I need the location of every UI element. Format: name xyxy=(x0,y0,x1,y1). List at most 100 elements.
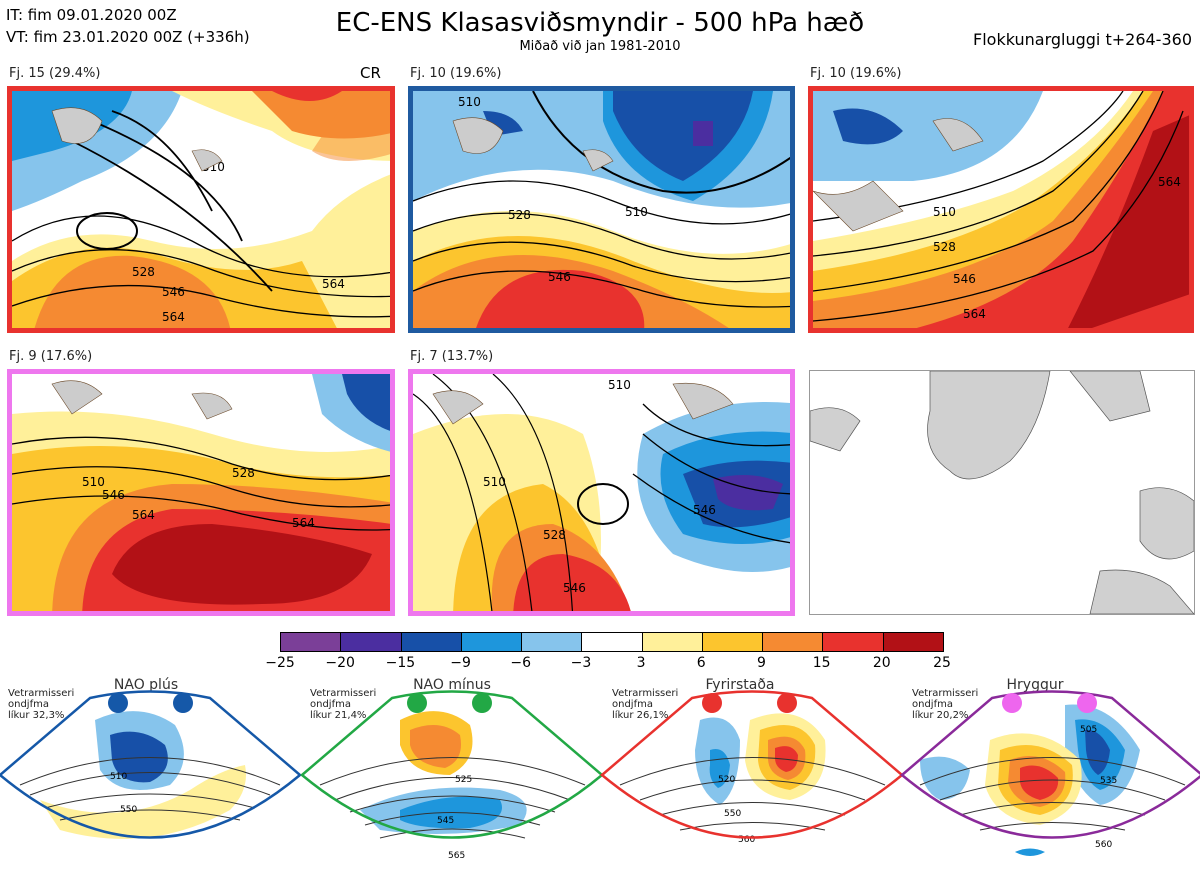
colorbar-segment xyxy=(340,633,401,651)
colorbar-segment xyxy=(701,633,763,651)
cluster-map-4: 510 546 528 564 564 xyxy=(7,369,395,616)
colorbar-tick-label: 20 xyxy=(872,655,891,671)
colorbar-segment xyxy=(762,633,823,651)
contour-label: 528 xyxy=(543,528,566,542)
colorbar-segment xyxy=(521,633,582,651)
contour-label: 505 xyxy=(1080,725,1097,735)
contour-label: 564 xyxy=(132,508,155,522)
valid-time: VT: fim 23.01.2020 00Z (+336h) xyxy=(6,28,250,46)
contour-label: 546 xyxy=(102,488,125,502)
cluster-label-4: Fj. 9 (17.6%) xyxy=(9,349,93,364)
regime-marker xyxy=(108,693,128,713)
contour-label: 565 xyxy=(448,851,465,861)
regime-marker xyxy=(777,693,797,713)
regime-marker xyxy=(702,693,722,713)
cluster-label-5: Fj. 7 (13.7%) xyxy=(410,349,494,364)
contour-label: 528 xyxy=(508,208,531,222)
colorbar-tick-label: −20 xyxy=(325,655,355,671)
contour-label: 564 xyxy=(1158,175,1181,189)
colorbar-tick-label: −6 xyxy=(510,655,532,671)
regime-map-2: 525 545 565 xyxy=(300,690,604,861)
regime-stats-4: Vetrarmisseri ondjfma líkur 20,2% xyxy=(912,688,978,721)
contour-label: 510 xyxy=(625,205,648,219)
regime-name-1: NAO plús xyxy=(113,677,179,693)
page-title: EC-ENS Klasasviðsmyndir - 500 hPa hæð xyxy=(335,8,865,38)
colorbar-tick-label: −25 xyxy=(265,655,295,671)
colorbar-segment xyxy=(400,633,461,651)
contour-label: 564 xyxy=(322,277,345,291)
colorbar-tick-label: −9 xyxy=(450,655,471,671)
base-map xyxy=(809,370,1195,615)
regime-stat: líkur 20,2% xyxy=(912,710,969,721)
cluster-window: Flokkunargluggi t+264-360 xyxy=(973,30,1192,49)
regime-marker xyxy=(407,693,427,713)
regime-maps: 510 550 525 545 565 520 550 560 xyxy=(0,690,1200,861)
regime-name-4: Hryggur xyxy=(1006,677,1064,693)
regime-map-1: 510 550 xyxy=(0,690,302,839)
contour-label: 560 xyxy=(738,835,755,845)
colorbar-segment xyxy=(822,633,883,651)
colorbar xyxy=(280,632,944,652)
cluster-label-1: Fj. 15 (29.4%) xyxy=(9,66,101,81)
regime-stat: ondjfma xyxy=(612,699,653,710)
colorbar-segment xyxy=(581,633,642,651)
regime-stat: Vetrarmisseri xyxy=(8,688,75,699)
colorbar-tick-label: 9 xyxy=(756,655,766,671)
colorbar-tick-label: −3 xyxy=(570,655,592,671)
contour-label: 564 xyxy=(162,310,185,324)
regime-stat: ondjfma xyxy=(310,699,351,710)
contour-label: 510 xyxy=(82,475,105,489)
regime-stats-2: Vetrarmisseri ondjfma líkur 21,4% xyxy=(310,688,376,721)
cluster-map-1: 564 528 510 546 564 xyxy=(7,86,395,333)
contour-label: 535 xyxy=(1100,776,1117,786)
contour-label: 510 xyxy=(933,205,956,219)
regime-map-4: 505 535 560 xyxy=(900,690,1200,856)
initial-time: IT: fim 09.01.2020 00Z xyxy=(6,6,177,24)
run-info: IT: fim 09.01.2020 00Z VT: fim 23.01.202… xyxy=(6,4,250,48)
colorbar-tick-label: −15 xyxy=(385,655,416,671)
regime-marker xyxy=(1002,693,1022,713)
colorbar-tick-label: 6 xyxy=(696,655,706,671)
regime-stat: líkur 21,4% xyxy=(310,710,367,721)
contour-label: 546 xyxy=(548,270,571,284)
control-run-tag: CR xyxy=(360,64,381,82)
regime-map-3: 520 550 560 xyxy=(600,690,904,845)
contour-label: 564 xyxy=(292,516,315,530)
contour-label: 546 xyxy=(563,581,586,595)
regime-name-2: NAO mínus xyxy=(413,677,491,693)
contour-label: 528 xyxy=(232,466,255,480)
contour-label: 510 xyxy=(110,772,127,782)
contour-label: 564 xyxy=(963,307,986,321)
contour-label: 528 xyxy=(132,265,155,279)
colorbar-tick-label: 25 xyxy=(933,655,951,671)
cluster-label-2: Fj. 10 (19.6%) xyxy=(410,66,502,81)
page-subtitle: Miðað við jan 1981-2010 xyxy=(519,39,681,54)
contour-label: 550 xyxy=(120,805,137,815)
contour-label: 528 xyxy=(933,240,956,254)
contour-label: 510 xyxy=(608,378,631,392)
contour-label: 546 xyxy=(162,285,185,299)
colorbar-segment xyxy=(641,633,702,651)
cluster-label-3: Fj. 10 (19.6%) xyxy=(810,66,902,81)
contour-label: 546 xyxy=(693,503,716,517)
regime-stat: ondjfma xyxy=(8,699,49,710)
contour-label: 546 xyxy=(953,272,976,286)
colorbar-segment xyxy=(281,633,341,651)
regime-stat: Vetrarmisseri xyxy=(310,688,377,699)
contour-label: 510 xyxy=(458,95,481,109)
regime-stat: líkur 26,1% xyxy=(612,710,669,721)
regime-marker xyxy=(472,693,492,713)
regime-marker xyxy=(173,693,193,713)
cluster-map-3: 510 528 546 564 564 xyxy=(808,86,1194,333)
cluster-map-5: 510 528 546 546 510 xyxy=(408,369,795,616)
regime-stat: Vetrarmisseri xyxy=(612,688,679,699)
contour-label: 520 xyxy=(718,775,735,785)
colorbar-tick-label: 3 xyxy=(636,655,646,671)
contour-label: 525 xyxy=(455,775,472,785)
regime-stat: Vetrarmisseri xyxy=(912,688,979,699)
contour-label: 510 xyxy=(483,475,506,489)
contour-label: 545 xyxy=(437,816,454,826)
colorbar-tick-label: 15 xyxy=(812,655,831,671)
regime-marker xyxy=(1077,693,1097,713)
colorbar-segment xyxy=(460,633,522,651)
